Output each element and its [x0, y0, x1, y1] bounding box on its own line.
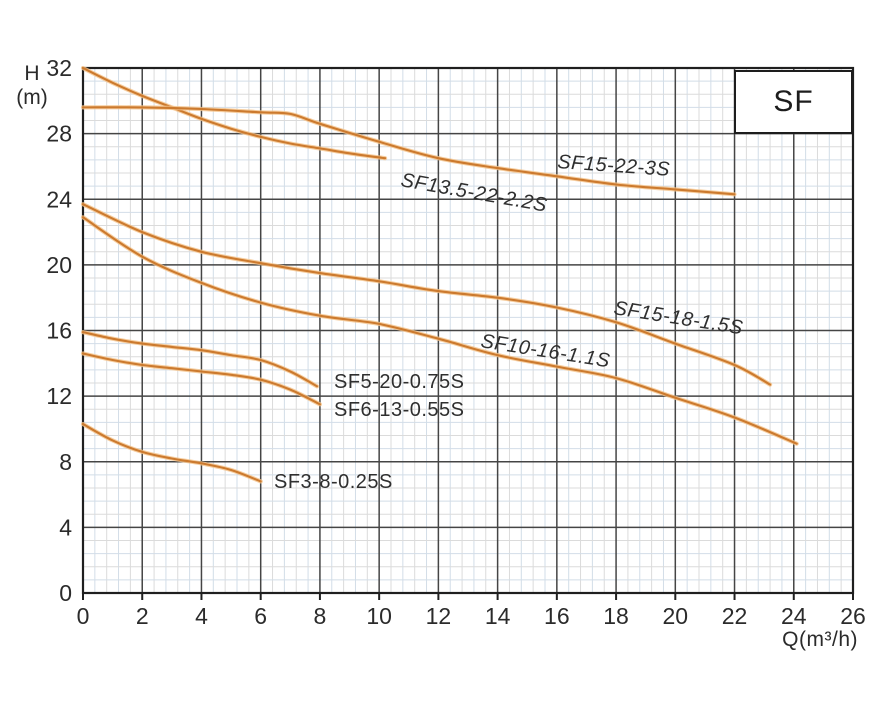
series-family-badge: SF: [734, 70, 853, 134]
curve-label-SF5-20-0.75S: SF5-20-0.75S: [334, 371, 465, 393]
y-tick-label: 28: [46, 121, 72, 147]
x-axis-title: Q(m³/h): [782, 628, 858, 651]
x-tick-label: 12: [426, 603, 452, 629]
curve-SF5-20-0.75S: [81, 331, 319, 388]
y-tick-label: 24: [46, 186, 72, 212]
y-tick-label: 0: [59, 580, 72, 606]
x-tick-label: 20: [663, 603, 689, 629]
curve-SF15-22-3S: [81, 106, 736, 196]
x-tick-label: 16: [544, 603, 570, 629]
y-tick-label: 20: [46, 252, 72, 278]
x-tick-label: 26: [840, 603, 866, 629]
y-tick-label: 16: [46, 318, 72, 344]
y-tick-label: 12: [46, 383, 72, 409]
y-axis-title-unit: (m): [16, 86, 48, 109]
x-tick-label: 2: [136, 603, 149, 629]
x-tick-label: 4: [195, 603, 208, 629]
y-tick-label: 8: [59, 449, 72, 475]
x-tick-label: 14: [485, 603, 511, 629]
x-tick-label: 22: [722, 603, 748, 629]
curve-SF15-18-1.5S: [81, 203, 772, 386]
curve-halo-SF3-8-0.25S: [80, 421, 263, 484]
x-tick-label: 10: [366, 603, 392, 629]
curves: [80, 65, 799, 484]
x-tick-label: 6: [254, 603, 267, 629]
y-tick-label: 32: [46, 55, 72, 81]
curve-label-SF15-18-1.5S: SF15-18-1.5S: [612, 297, 745, 339]
curve-SF13.5-22-2.2S: [81, 66, 387, 160]
x-tick-label: 24: [781, 603, 807, 629]
curve-label-SF15-22-3S: SF15-22-3S: [557, 151, 671, 181]
curve-SF10-16-1.1S: [81, 216, 798, 445]
y-axis-title: H (m): [10, 62, 54, 110]
x-tick-label: 8: [314, 603, 327, 629]
x-tick-label: 18: [603, 603, 629, 629]
y-axis-title-symbol: H: [24, 62, 40, 85]
curve-label-SF3-8-0.25S: SF3-8-0.25S: [274, 471, 393, 493]
series-family-badge-label: SF: [773, 85, 814, 118]
y-tick-label: 4: [59, 514, 72, 540]
major-gridlines: [83, 68, 853, 593]
curve-label-SF6-13-0.55S: SF6-13-0.55S: [334, 399, 465, 421]
curve-SF6-13-0.55S: [81, 352, 321, 406]
curve-SF3-8-0.25S: [81, 422, 262, 483]
x-tick-label: 0: [77, 603, 90, 629]
